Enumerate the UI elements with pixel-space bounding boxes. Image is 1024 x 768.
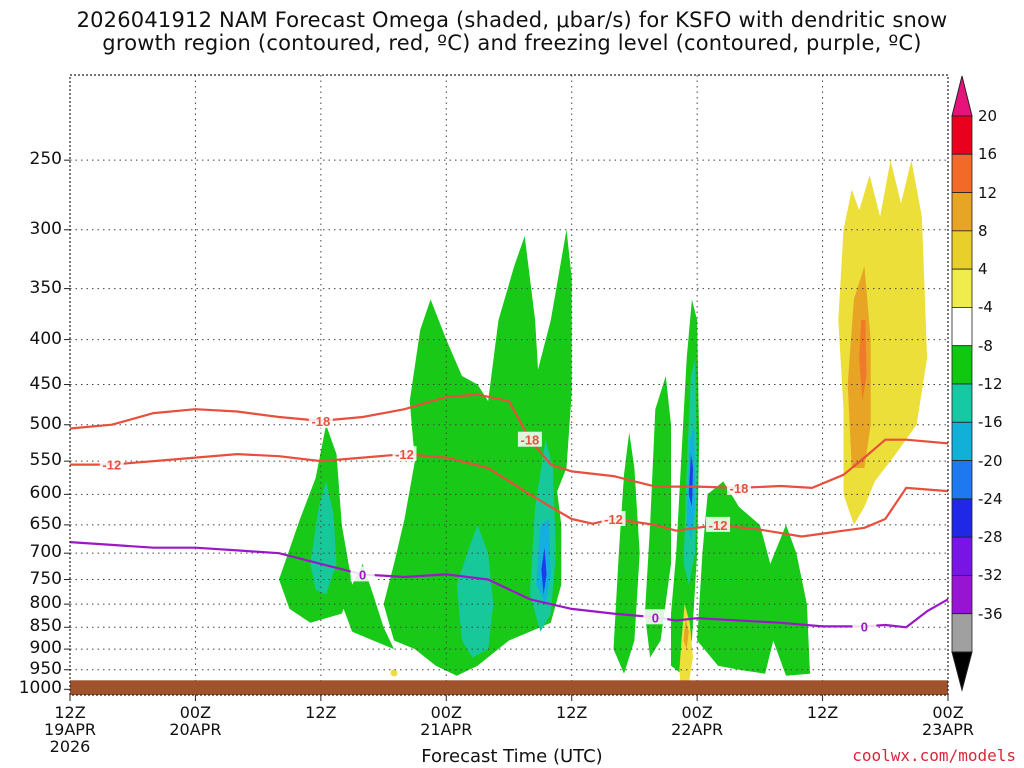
omega-region-3-core-d [541, 547, 547, 595]
colorbar-swatch-4 [951, 268, 973, 308]
omega-positive-dot [390, 669, 398, 677]
colorbar-label-12: -32 [978, 566, 1003, 585]
colorbar-swatch-13 [951, 613, 973, 653]
contour-label-bg-2-2 [852, 618, 877, 634]
y-tick-label-700: 700 [29, 542, 62, 563]
colorbar-bottom-arrow [951, 651, 973, 692]
contour-label-bg-1-1 [392, 446, 417, 462]
colorbar-label-8: -16 [978, 413, 1003, 432]
colorbar-label-4: 4 [978, 260, 988, 279]
y-tick-label-600: 600 [29, 483, 62, 504]
colorbar-label-3: 8 [978, 221, 988, 240]
colorbar-swatch-12 [951, 575, 973, 615]
contour-label-2-2: 0 [861, 619, 868, 634]
y-tick-label-300: 300 [29, 218, 62, 239]
colorbar-label-7: -12 [978, 375, 1003, 393]
chart-title-line-1: 2026041912 NAM Forecast Omega (shaded, μ… [76, 8, 948, 32]
contour-label-bg-1-0 [99, 456, 124, 472]
omega-region-3 [383, 236, 562, 676]
y-tick-label-550: 550 [29, 450, 62, 471]
colorbar-swatch-10 [951, 498, 973, 538]
contour-label-bg-1-2 [601, 510, 626, 526]
contour-label-bg-0-1 [517, 431, 542, 447]
colorbar-swatch-0 [951, 115, 973, 155]
contour-label-bg-0-0 [308, 412, 333, 428]
colorbar-label-2: 12 [978, 183, 998, 202]
colorbar-swatch-9 [951, 460, 973, 500]
y-tick-label-450: 450 [29, 373, 62, 394]
x-tick-label-2: 12Z [305, 703, 337, 722]
x-tick-label-5: 00Z 22APR [671, 703, 724, 739]
contour-label-2-0: 0 [359, 567, 366, 582]
contour-label-bg-0-2 [726, 479, 751, 495]
y-tick-label-750: 750 [29, 568, 62, 589]
colorbar-swatch-5 [951, 307, 973, 347]
y-tick-label-950: 950 [29, 658, 62, 679]
colorbar-swatch-11 [951, 536, 973, 576]
colorbar-swatch-6 [951, 345, 973, 385]
omega-region-3b [529, 229, 572, 495]
chart-title-line-2: growth region (contoured, red, ºC) and f… [102, 31, 922, 55]
x-tick-label-4: 12Z [556, 703, 588, 722]
omega-region-6-core-c [688, 454, 693, 507]
contour-label-bg-2-0 [350, 566, 375, 582]
y-tick-label-1000: 1000 [18, 678, 62, 699]
x-tick-label-6: 12Z [806, 703, 839, 722]
contour-label-1-2: -12 [604, 512, 623, 527]
contour-label-bg-1-3 [706, 516, 731, 532]
y-tick-label-500: 500 [29, 413, 62, 434]
contour-label-0-0: -18 [311, 414, 330, 429]
contour-label-0-1: -18 [521, 433, 540, 448]
contour-label-1-0: -12 [102, 458, 121, 473]
colorbar-label-0: 20 [978, 107, 998, 125]
colorbar-label-13: -36 [978, 604, 1003, 623]
y-tick-label-900: 900 [29, 638, 62, 659]
y-tick-label-650: 650 [29, 513, 62, 534]
contour-label-1-3: -12 [709, 518, 728, 533]
colorbar-label-5: -4 [978, 298, 993, 317]
omega-positive-large-core [847, 266, 871, 468]
contour-label-bg-2-1 [643, 609, 668, 625]
colorbar-swatch-2 [951, 192, 973, 232]
contour-line-1 [70, 453, 949, 538]
x-tick-label-7: 00Z 23APR [921, 703, 975, 739]
omega-region-1 [279, 424, 353, 623]
colorbar-label-1: 16 [978, 145, 998, 164]
contour-label-1-1: -12 [395, 447, 414, 462]
x-tick-label-0: 12Z 19APR 2026 [43, 703, 97, 756]
x-tick-label-3: 00Z 21APR [420, 703, 473, 739]
omega-positive-small-core [683, 618, 689, 650]
colorbar-label-10: -24 [978, 489, 1003, 508]
credit-text[interactable]: coolwx.com/models [852, 746, 1016, 765]
colorbar-swatch-8 [951, 421, 973, 461]
contour-line-0 [69, 393, 949, 489]
omega-region-5 [644, 376, 671, 658]
colorbar-label-11: -28 [978, 528, 1003, 547]
omega-region-3-core-a [456, 524, 494, 658]
contour-label-2-1: 0 [652, 610, 659, 625]
y-tick-label-400: 400 [29, 328, 62, 349]
colorbar-swatch-3 [951, 230, 973, 270]
colorbar-label-6: -8 [978, 336, 993, 355]
x-axis-title: Forecast Time (UTC) [421, 746, 603, 767]
x-tick-label-1: 00Z 20APR [169, 703, 222, 739]
colorbar-swatch-7 [951, 383, 973, 423]
y-tick-label-850: 850 [29, 616, 62, 637]
terrain-strip [70, 680, 948, 695]
y-tick-label-350: 350 [29, 277, 62, 298]
omega-positive-large-center [859, 320, 867, 402]
colorbar-top-arrow [951, 75, 973, 117]
omega-region-8 [765, 524, 810, 676]
colorbar-label-9: -20 [978, 451, 1003, 470]
contour-label-0-2: -18 [730, 481, 749, 496]
y-tick-label-800: 800 [29, 593, 62, 614]
colorbar-swatch-1 [951, 153, 973, 193]
omega-region-2 [341, 563, 394, 650]
y-tick-label-250: 250 [29, 149, 62, 170]
